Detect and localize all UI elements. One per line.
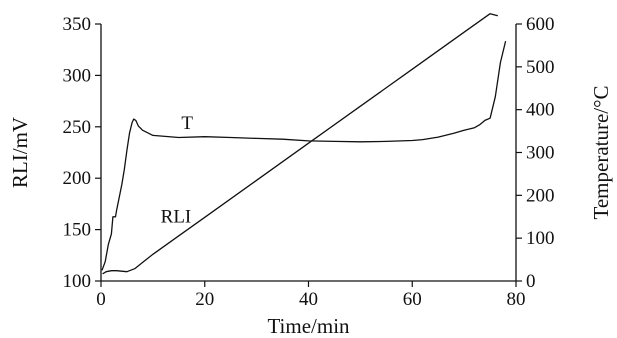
y2-axis-title: Temperature/°C [589, 85, 613, 219]
x-tick-label: 80 [507, 289, 526, 310]
y-tick-label: 250 [63, 117, 92, 138]
x-tick-label: 20 [195, 289, 214, 310]
y2-tick-label: 600 [526, 14, 555, 35]
y2-tick-label: 200 [526, 185, 555, 206]
y2-tick-label: 100 [526, 228, 555, 249]
label-layer: Time/min RLI/mV Temperature/°C T RLI [8, 85, 613, 338]
y-axis-title: RLI/mV [8, 117, 32, 188]
x-tick-label: 0 [96, 289, 106, 310]
y-tick-label: 350 [63, 14, 92, 35]
x-tick-label: 60 [403, 289, 422, 310]
y-tick-label: 100 [63, 271, 92, 292]
y2-tick-label: 0 [526, 271, 536, 292]
y-tick-label: 150 [63, 220, 92, 241]
y-tick-label: 300 [63, 65, 92, 86]
y-tick-label: 200 [63, 168, 92, 189]
x-axis-title: Time/min [267, 314, 350, 338]
annotation-t: T [181, 113, 193, 134]
series-line-t [101, 40, 507, 271]
annotation-rli: RLI [161, 206, 192, 227]
axes-layer: 0 20 40 60 801001502002503003500100200300400… [63, 14, 555, 310]
y2-tick-label: 300 [526, 143, 555, 164]
series-layer [101, 13, 507, 275]
x-tick-label: 40 [299, 289, 318, 310]
y2-tick-label: 400 [526, 100, 555, 121]
y2-tick-label: 500 [526, 57, 555, 78]
series-line-rli [102, 13, 498, 275]
